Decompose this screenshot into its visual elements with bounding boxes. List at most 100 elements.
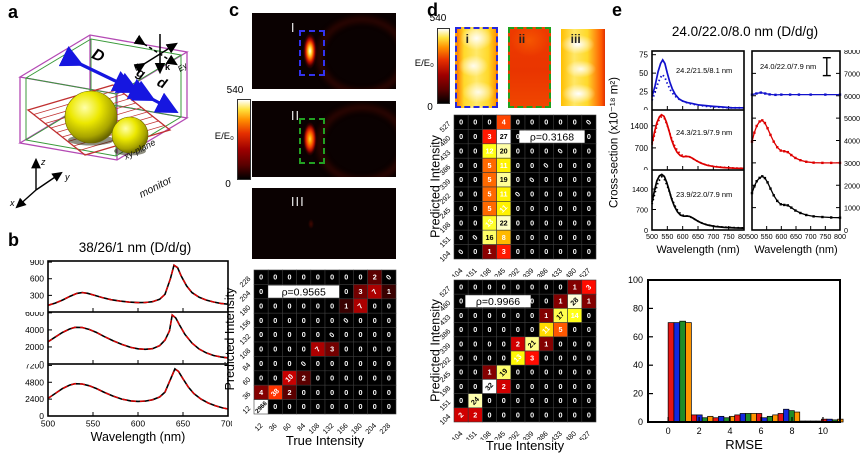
svg-text:22: 22	[500, 218, 508, 227]
svg-text:3: 3	[502, 247, 506, 256]
svg-text:0: 0	[488, 396, 492, 405]
svg-text:0: 0	[530, 325, 534, 334]
svg-text:0: 0	[473, 204, 477, 213]
svg-text:ρ=0.3168: ρ=0.3168	[530, 131, 574, 143]
hotspot	[302, 33, 317, 69]
heatmap-ii: ii	[508, 27, 551, 108]
panel-e-right-xlabel: Wavelength (nm)	[754, 244, 838, 256]
svg-text:0: 0	[488, 311, 492, 320]
colorbar-c-max: 540	[226, 85, 244, 96]
svg-text:0: 0	[530, 146, 534, 155]
svg-text:0: 0	[316, 373, 320, 382]
svg-text:7: 7	[313, 345, 322, 354]
rmse-orange	[772, 414, 779, 423]
svg-text:0: 0	[559, 368, 563, 377]
simulation	[47, 263, 229, 307]
d-matrix2-xlabel: True Intensity	[485, 438, 565, 453]
svg-text:0: 0	[473, 247, 477, 256]
rmse-red	[667, 322, 675, 423]
x-axis-label: x	[9, 198, 15, 208]
svg-text:0: 0	[573, 247, 577, 256]
svg-text:0: 0	[288, 301, 292, 310]
dimension-arrows	[58, 45, 179, 113]
svg-text:0: 0	[516, 233, 520, 242]
target-spectrum	[651, 173, 745, 229]
colorbar-c-label: E/E₀	[214, 131, 234, 142]
svg-text:550: 550	[661, 232, 673, 241]
svg-text:600: 600	[775, 232, 787, 241]
rmse-histogram: 100 80 60 40 20 0 0 2 4 6 8 10	[614, 272, 845, 436]
faint-ring	[316, 16, 396, 89]
svg-text:0: 0	[473, 146, 477, 155]
svg-text:0: 0	[573, 161, 577, 170]
svg-text:0: 0	[359, 388, 363, 397]
confusion-matrix-c: 0000000020000000037100000017000000000000…	[228, 264, 404, 436]
ey-label: Ey	[176, 60, 190, 73]
panel-c-label: c	[229, 0, 240, 20]
svg-text:36: 36	[240, 389, 252, 401]
svg-text:0: 0	[587, 382, 591, 391]
svg-text:0: 0	[473, 132, 477, 141]
svg-text:0: 0	[473, 339, 477, 348]
curve-label-blue: 24.2/21.5/8.1 nm	[676, 66, 733, 75]
svg-text:1000: 1000	[844, 204, 860, 213]
c-matrix-ylabel: Predicted Intensity	[223, 287, 237, 391]
svg-text:0: 0	[259, 301, 263, 310]
svg-text:ρ=0.9565: ρ=0.9565	[282, 286, 326, 298]
svg-text:0: 0	[573, 382, 577, 391]
svg-text:75: 75	[639, 51, 648, 60]
spectrum-plot-b1: 900 600 300	[10, 257, 232, 313]
svg-text:3: 3	[584, 283, 593, 292]
svg-text:0: 0	[273, 330, 277, 339]
svg-text:0: 0	[359, 345, 363, 354]
svg-text:0: 0	[573, 175, 577, 184]
svg-text:0: 0	[459, 118, 463, 127]
svg-text:100: 100	[628, 275, 643, 285]
chart-svg: 500 550 600 650 700 750 800 8000 7000 6000 5000 400…	[746, 47, 860, 241]
svg-text:60: 60	[633, 332, 643, 342]
svg-text:0: 0	[373, 330, 377, 339]
svg-text:0: 0	[316, 359, 320, 368]
svg-text:0: 0	[573, 218, 577, 227]
svg-text:0: 0	[559, 339, 563, 348]
svg-text:0: 0	[344, 330, 348, 339]
svg-text:3: 3	[359, 287, 363, 296]
svg-text:2: 2	[502, 382, 506, 391]
svg-text:650: 650	[692, 232, 704, 241]
svg-text:1: 1	[544, 311, 548, 320]
svg-text:2: 2	[473, 410, 477, 419]
svg-text:0: 0	[359, 402, 363, 411]
svg-text:0: 0	[644, 226, 648, 235]
svg-text:0: 0	[459, 368, 463, 377]
svg-text:0: 0	[273, 301, 277, 310]
svg-text:7: 7	[370, 287, 379, 296]
svg-text:0: 0	[259, 345, 263, 354]
svg-text:0: 0	[502, 396, 506, 405]
svg-text:0: 0	[459, 354, 463, 363]
svg-text:750: 750	[723, 232, 735, 241]
svg-text:0: 0	[288, 330, 292, 339]
svg-text:0: 0	[39, 411, 44, 421]
svg-text:0: 0	[259, 330, 263, 339]
svg-text:0: 0	[473, 382, 477, 391]
svg-text:0: 0	[502, 283, 506, 292]
svg-text:0: 0	[387, 359, 391, 368]
cross-section-plot-blue: 7550250	[614, 50, 746, 115]
svg-text:0: 0	[516, 396, 520, 405]
spectrum-plot-b3: 500 550 600 650 700 7200 4800 2400 0	[10, 360, 235, 430]
svg-text:0: 0	[316, 402, 320, 411]
rmse-blue	[673, 322, 681, 423]
rmse-xlabel: RMSE	[725, 437, 763, 452]
y-axis-label: y	[64, 172, 70, 182]
svg-text:0: 0	[559, 175, 563, 184]
svg-text:0: 0	[470, 233, 479, 242]
svg-text:700: 700	[805, 232, 817, 241]
svg-text:0: 0	[530, 297, 534, 306]
ex-label: Eₓ	[132, 61, 144, 73]
svg-text:0: 0	[516, 382, 520, 391]
svg-text:20: 20	[500, 146, 508, 155]
svg-text:0: 0	[587, 175, 591, 184]
svg-text:0: 0	[459, 146, 463, 155]
svg-text:0: 0	[473, 283, 477, 292]
